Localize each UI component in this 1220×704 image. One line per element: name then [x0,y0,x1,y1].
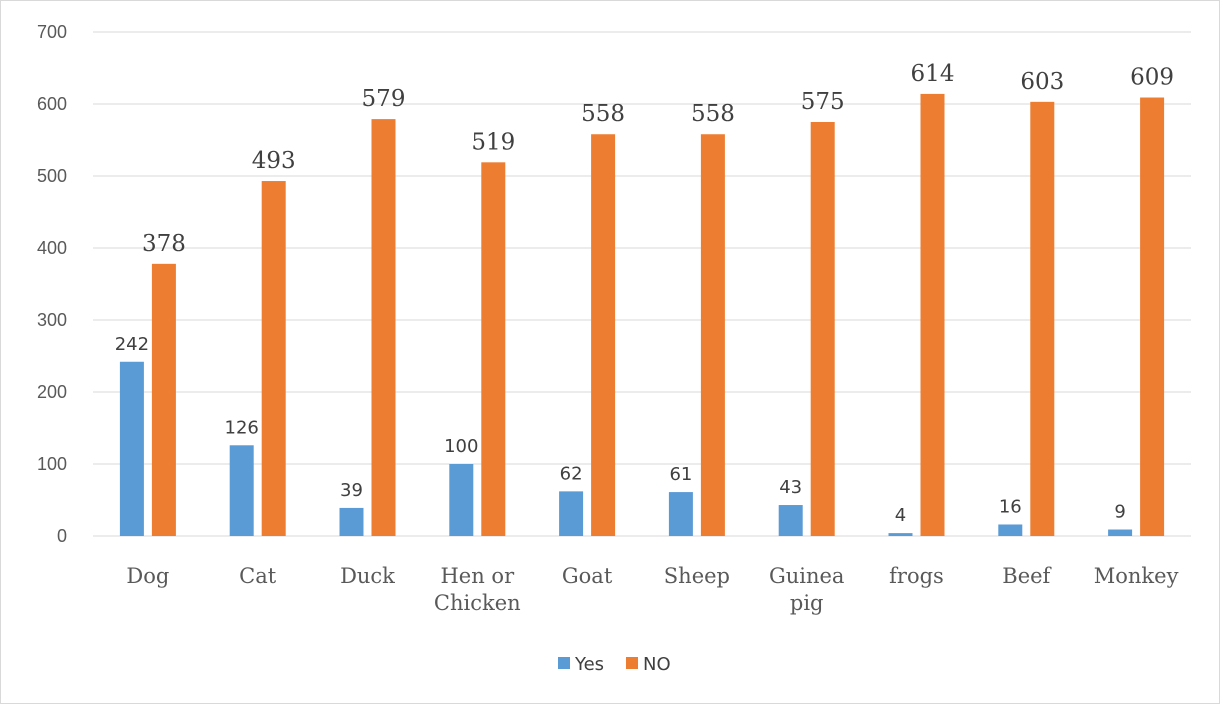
x-tick-label: Goat [562,564,613,588]
x-tick-label: Dog [126,564,169,588]
y-tick-label: 500 [37,166,67,186]
data-label-yes-0: 242 [115,334,149,355]
bar-no-0 [151,263,176,536]
data-label-yes-7: 4 [895,505,906,526]
x-tick-label: Beef [1002,564,1052,588]
data-label-no-2: 579 [362,86,406,112]
bar-yes-3 [449,464,474,536]
y-tick-label: 0 [57,526,67,546]
data-label-no-1: 493 [252,148,296,174]
legend-swatch-yes [558,657,570,669]
x-axis-tick-labels: Dog Cat Duck Hen or Chicken Goat Sheep Guinea pi… [126,564,1178,615]
data-label-yes-4: 62 [560,463,583,484]
bar-no-5 [700,134,725,537]
x-tick-label: Cat [239,564,277,588]
x-tick-label: Sheep [664,564,730,588]
bar-yes-5 [668,492,693,536]
bar-no-9 [1140,97,1165,537]
bar-yes-0 [119,361,144,536]
bar-yes-8 [998,524,1023,536]
legend-label-no: NO [643,654,671,675]
data-label-no-7: 614 [911,61,955,87]
x-tick-label: Hen or Chicken [434,564,521,615]
bar-yes-2 [339,507,364,536]
data-label-no-8: 603 [1020,69,1064,95]
legend-swatch-no [626,657,638,669]
data-label-yes-1: 126 [225,417,259,438]
bar-no-7 [920,93,945,537]
bar-no-6 [810,122,835,536]
legend-label-yes: Yes [574,654,604,675]
y-tick-label: 700 [37,22,67,42]
bar-yes-6 [778,505,803,536]
bar-no-2 [371,119,396,537]
x-tick-label: Guinea pig [769,564,845,615]
bar-no-3 [481,162,506,536]
bar-no-8 [1030,101,1055,536]
data-label-yes-8: 16 [999,496,1022,517]
x-tick-label: Duck [340,564,395,588]
data-label-no-9: 609 [1130,65,1174,91]
y-tick-label: 200 [37,382,67,402]
y-tick-label: 400 [37,238,67,258]
data-label-no-0: 378 [142,231,186,257]
bar-yes-4 [559,491,584,536]
y-axis-tick-labels: 0 100 200 300 400 500 600 700 [37,22,67,546]
y-tick-label: 100 [37,454,67,474]
bar-yes-1 [229,445,254,536]
bars [119,93,1165,537]
data-label-yes-6: 43 [779,477,802,498]
data-label-no-5: 558 [691,101,735,127]
bar-yes-7 [888,533,913,536]
x-tick-label: Monkey [1094,564,1179,588]
data-label-no-4: 558 [581,101,625,127]
data-label-no-6: 575 [801,89,845,115]
gridlines [93,31,1191,537]
bar-no-4 [591,134,616,537]
data-labels: 242 378 126 493 39 579 100 519 62 558 61 558 43 575 4 6… [115,61,1174,526]
data-label-yes-2: 39 [340,480,363,501]
y-tick-label: 300 [37,310,67,330]
data-label-yes-5: 61 [669,464,692,485]
y-tick-label: 600 [37,94,67,114]
bar-yes-9 [1108,529,1133,536]
data-label-yes-9: 9 [1114,502,1125,523]
data-label-yes-3: 100 [444,436,478,457]
bar-no-1 [261,181,286,537]
x-tick-label: frogs [889,564,944,588]
legend: Yes NO [558,654,671,675]
data-label-no-3: 519 [471,129,515,155]
